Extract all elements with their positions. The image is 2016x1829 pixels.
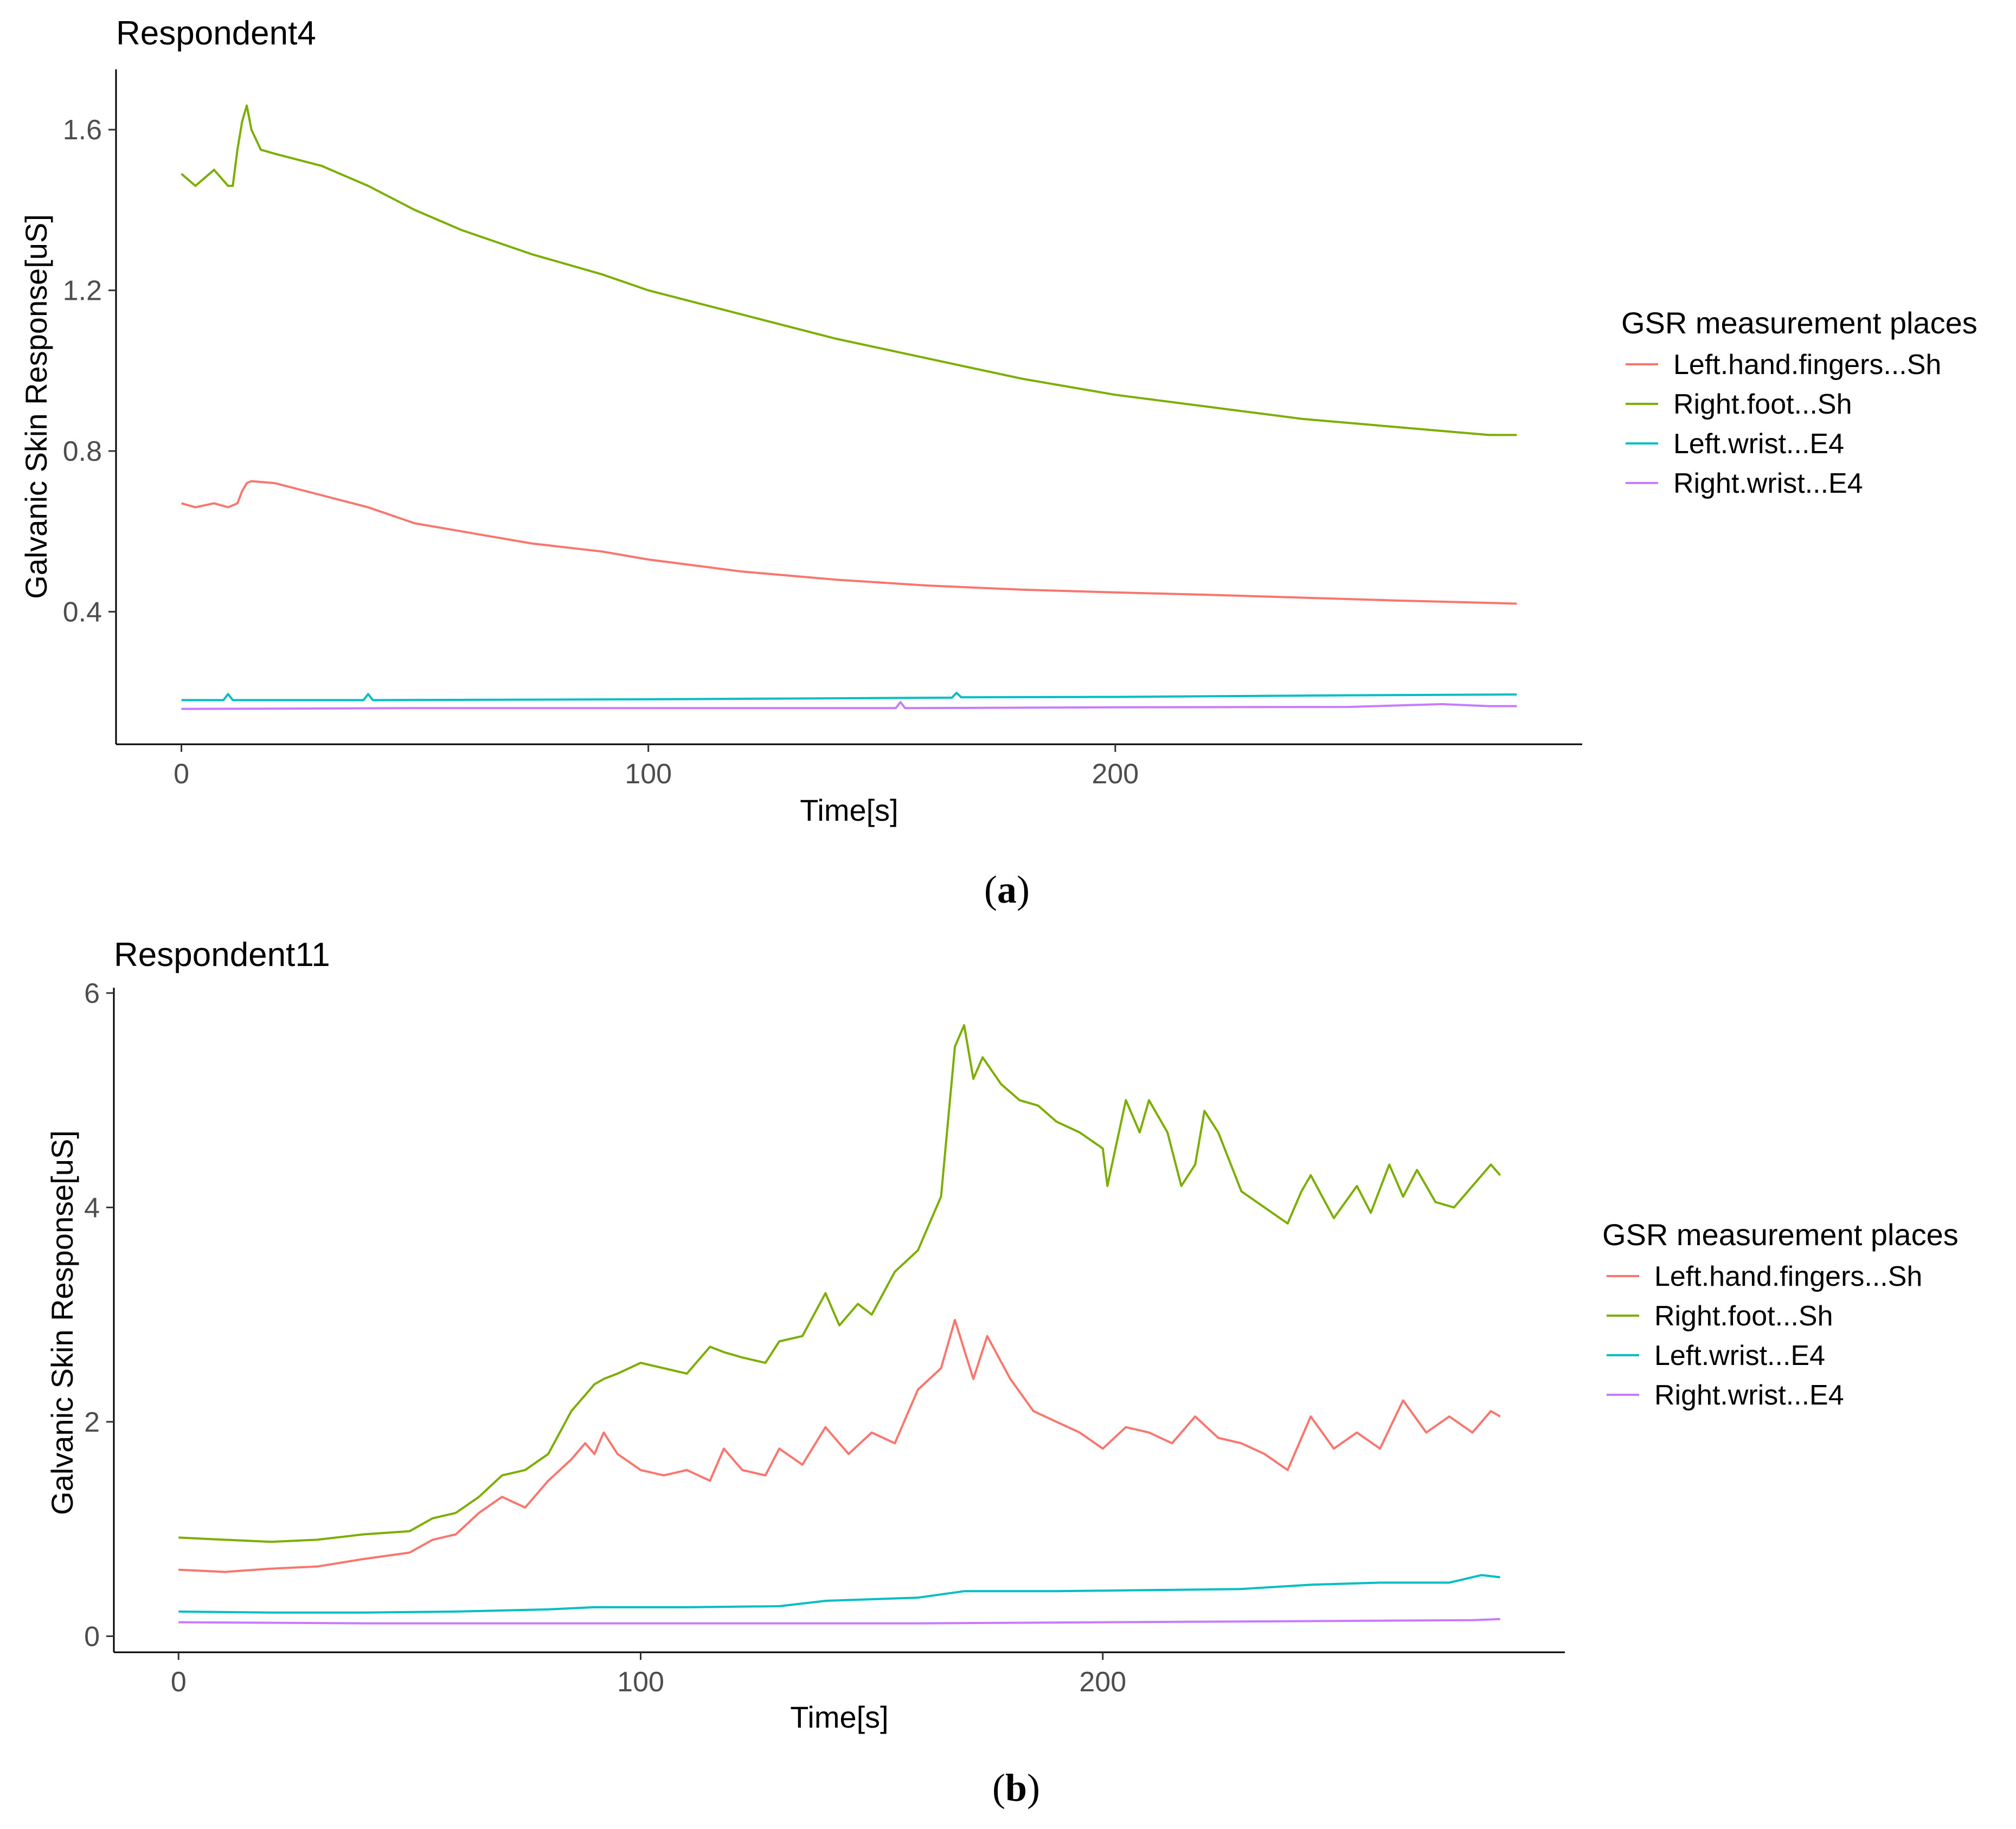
panel-a-legend-label-2: Right.foot...Sh [1673, 389, 1852, 420]
panel-b-y-tick-label: 6 [84, 978, 100, 1009]
panel-b-caption: (b) [992, 1766, 1040, 1809]
panel-b-x-axis-label: Time[s] [790, 1700, 888, 1734]
panel-a-y-tick-label: 0.8 [63, 436, 102, 467]
panel-a-caption-letter: a [997, 868, 1017, 911]
panel-b-legend-title: GSR measurement places [1602, 1218, 1959, 1252]
panel-b-x-tick-label: 0 [171, 1666, 187, 1698]
panel-a-x-axis-label: Time[s] [800, 793, 898, 827]
panel-a-legend-label-3: Left.wrist...E4 [1673, 428, 1844, 460]
panel-b-caption-letter: b [1005, 1766, 1027, 1809]
panel-b-y-tick-label: 0 [84, 1621, 100, 1652]
panel-b-legend-label-1: Left.hand.fingers...Sh [1654, 1261, 1922, 1292]
panel-a-axes [115, 69, 1582, 745]
panel-a-series-line-3 [181, 692, 1517, 701]
panel-b-series-lines [178, 1024, 1501, 1625]
panel-a-ticks: 0 100 200 0.4 0.8 1.2 1.6 [63, 114, 1139, 790]
panel-b: Respondent11 0 100 200 0 2 4 6 Time[s] Galvani… [45, 936, 1959, 1809]
panel-b-axes [113, 988, 1565, 1653]
panel-a-x-tick-label: 200 [1092, 758, 1139, 790]
panel-b-legend-label-2: Right.foot...Sh [1654, 1300, 1833, 1332]
panel-b-series-line-2 [178, 1024, 1501, 1543]
panel-a-x-tick-label: 100 [625, 758, 672, 790]
panel-b-ticks: 0 100 200 0 2 4 6 [84, 978, 1126, 1698]
panel-a-legend: GSR measurement places Left.hand.fingers… [1621, 306, 1978, 499]
panel-a-y-tick-label: 1.2 [63, 275, 102, 307]
panel-b-y-tick-label: 4 [84, 1192, 100, 1223]
panel-a-series-lines [181, 104, 1517, 710]
panel-b-series-line-3 [178, 1574, 1500, 1614]
panel-b-y-tick-label: 2 [84, 1407, 100, 1438]
panel-a-caption: (a) [984, 868, 1030, 911]
panel-b-title: Respondent11 [114, 936, 330, 974]
panel-b-series-line-1 [178, 1319, 1501, 1573]
panel-b-legend-items: Left.hand.fingers...Sh Right.foot...Sh Lef… [1607, 1261, 1922, 1411]
panel-a-series-line-2 [181, 104, 1517, 436]
panel-a-legend-items: Left.hand.fingers...Sh Right.foot...Sh Lef… [1626, 349, 1941, 499]
panel-b-x-tick-label: 200 [1079, 1666, 1126, 1698]
panel-b-y-axis-label: Galvanic Skin Response[uS] [45, 1130, 79, 1515]
panel-a-legend-label-1: Left.hand.fingers...Sh [1673, 349, 1941, 381]
panel-b-x-tick-label: 100 [617, 1666, 664, 1698]
panel-a-legend-label-4: Right.wrist...E4 [1673, 468, 1863, 499]
panel-a-y-axis-label: Galvanic Skin Response[uS] [19, 214, 53, 599]
panel-a-legend-title: GSR measurement places [1621, 306, 1978, 340]
panel-a-series-line-4 [181, 701, 1517, 710]
panel-a-series-line-1 [181, 480, 1517, 605]
panel-a-x-tick-label: 0 [174, 758, 189, 790]
panel-a-y-tick-label: 0.4 [63, 596, 102, 628]
panel-a-title: Respondent4 [116, 15, 316, 52]
panel-b-legend-label-3: Left.wrist...E4 [1654, 1340, 1825, 1371]
panel-b-legend: GSR measurement places Left.hand.fingers… [1602, 1218, 1959, 1411]
panel-b-series-line-4 [178, 1618, 1500, 1625]
panel-b-legend-label-4: Right.wrist...E4 [1654, 1380, 1844, 1411]
panel-a-y-tick-label: 1.6 [63, 114, 102, 146]
